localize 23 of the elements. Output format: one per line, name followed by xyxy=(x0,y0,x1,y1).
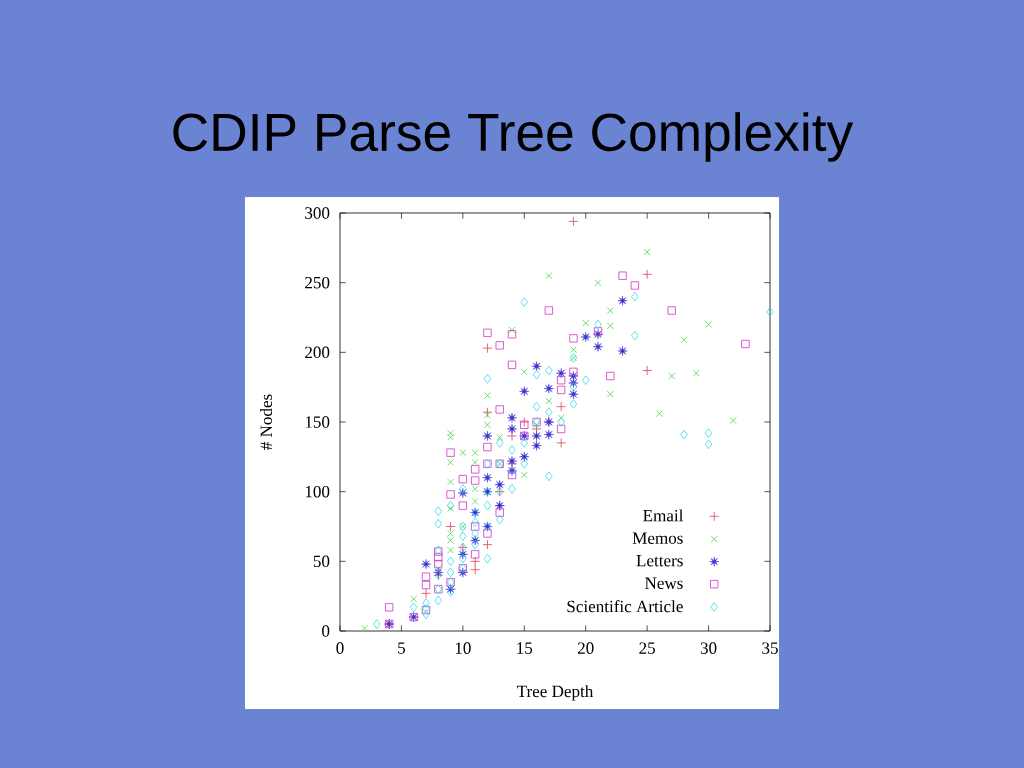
y-axis-title: # Nodes xyxy=(260,394,273,450)
x-axis-title: Tree Depth xyxy=(517,685,594,701)
y-tick-label: 200 xyxy=(305,346,330,359)
x-tick-label: 35 xyxy=(762,642,778,654)
y-tick-label: 300 xyxy=(305,207,330,219)
legend-label: News xyxy=(645,577,683,589)
x-tick-label: 15 xyxy=(517,642,533,654)
legend-label: Memos xyxy=(632,532,683,544)
chart-title: CDIP Parse Tree Complexity xyxy=(173,112,854,162)
x-tick-label: 5 xyxy=(398,642,406,654)
y-tick-label: 100 xyxy=(305,485,330,498)
legend-label: Email xyxy=(643,509,684,522)
legend-label: Letters xyxy=(636,555,683,567)
x-tick-label: 30 xyxy=(700,642,717,654)
y-tick-label: 0 xyxy=(322,625,330,637)
y-tick-label: 150 xyxy=(305,416,330,428)
x-tick-label: 0 xyxy=(336,642,344,654)
x-tick-label: 10 xyxy=(455,642,471,654)
x-tick-label: 25 xyxy=(639,642,656,654)
y-tick-label: 250 xyxy=(305,276,330,289)
y-tick-label: 50 xyxy=(313,555,330,568)
x-tick-label: 20 xyxy=(577,642,594,654)
legend-label: Scientific Article xyxy=(567,600,683,613)
